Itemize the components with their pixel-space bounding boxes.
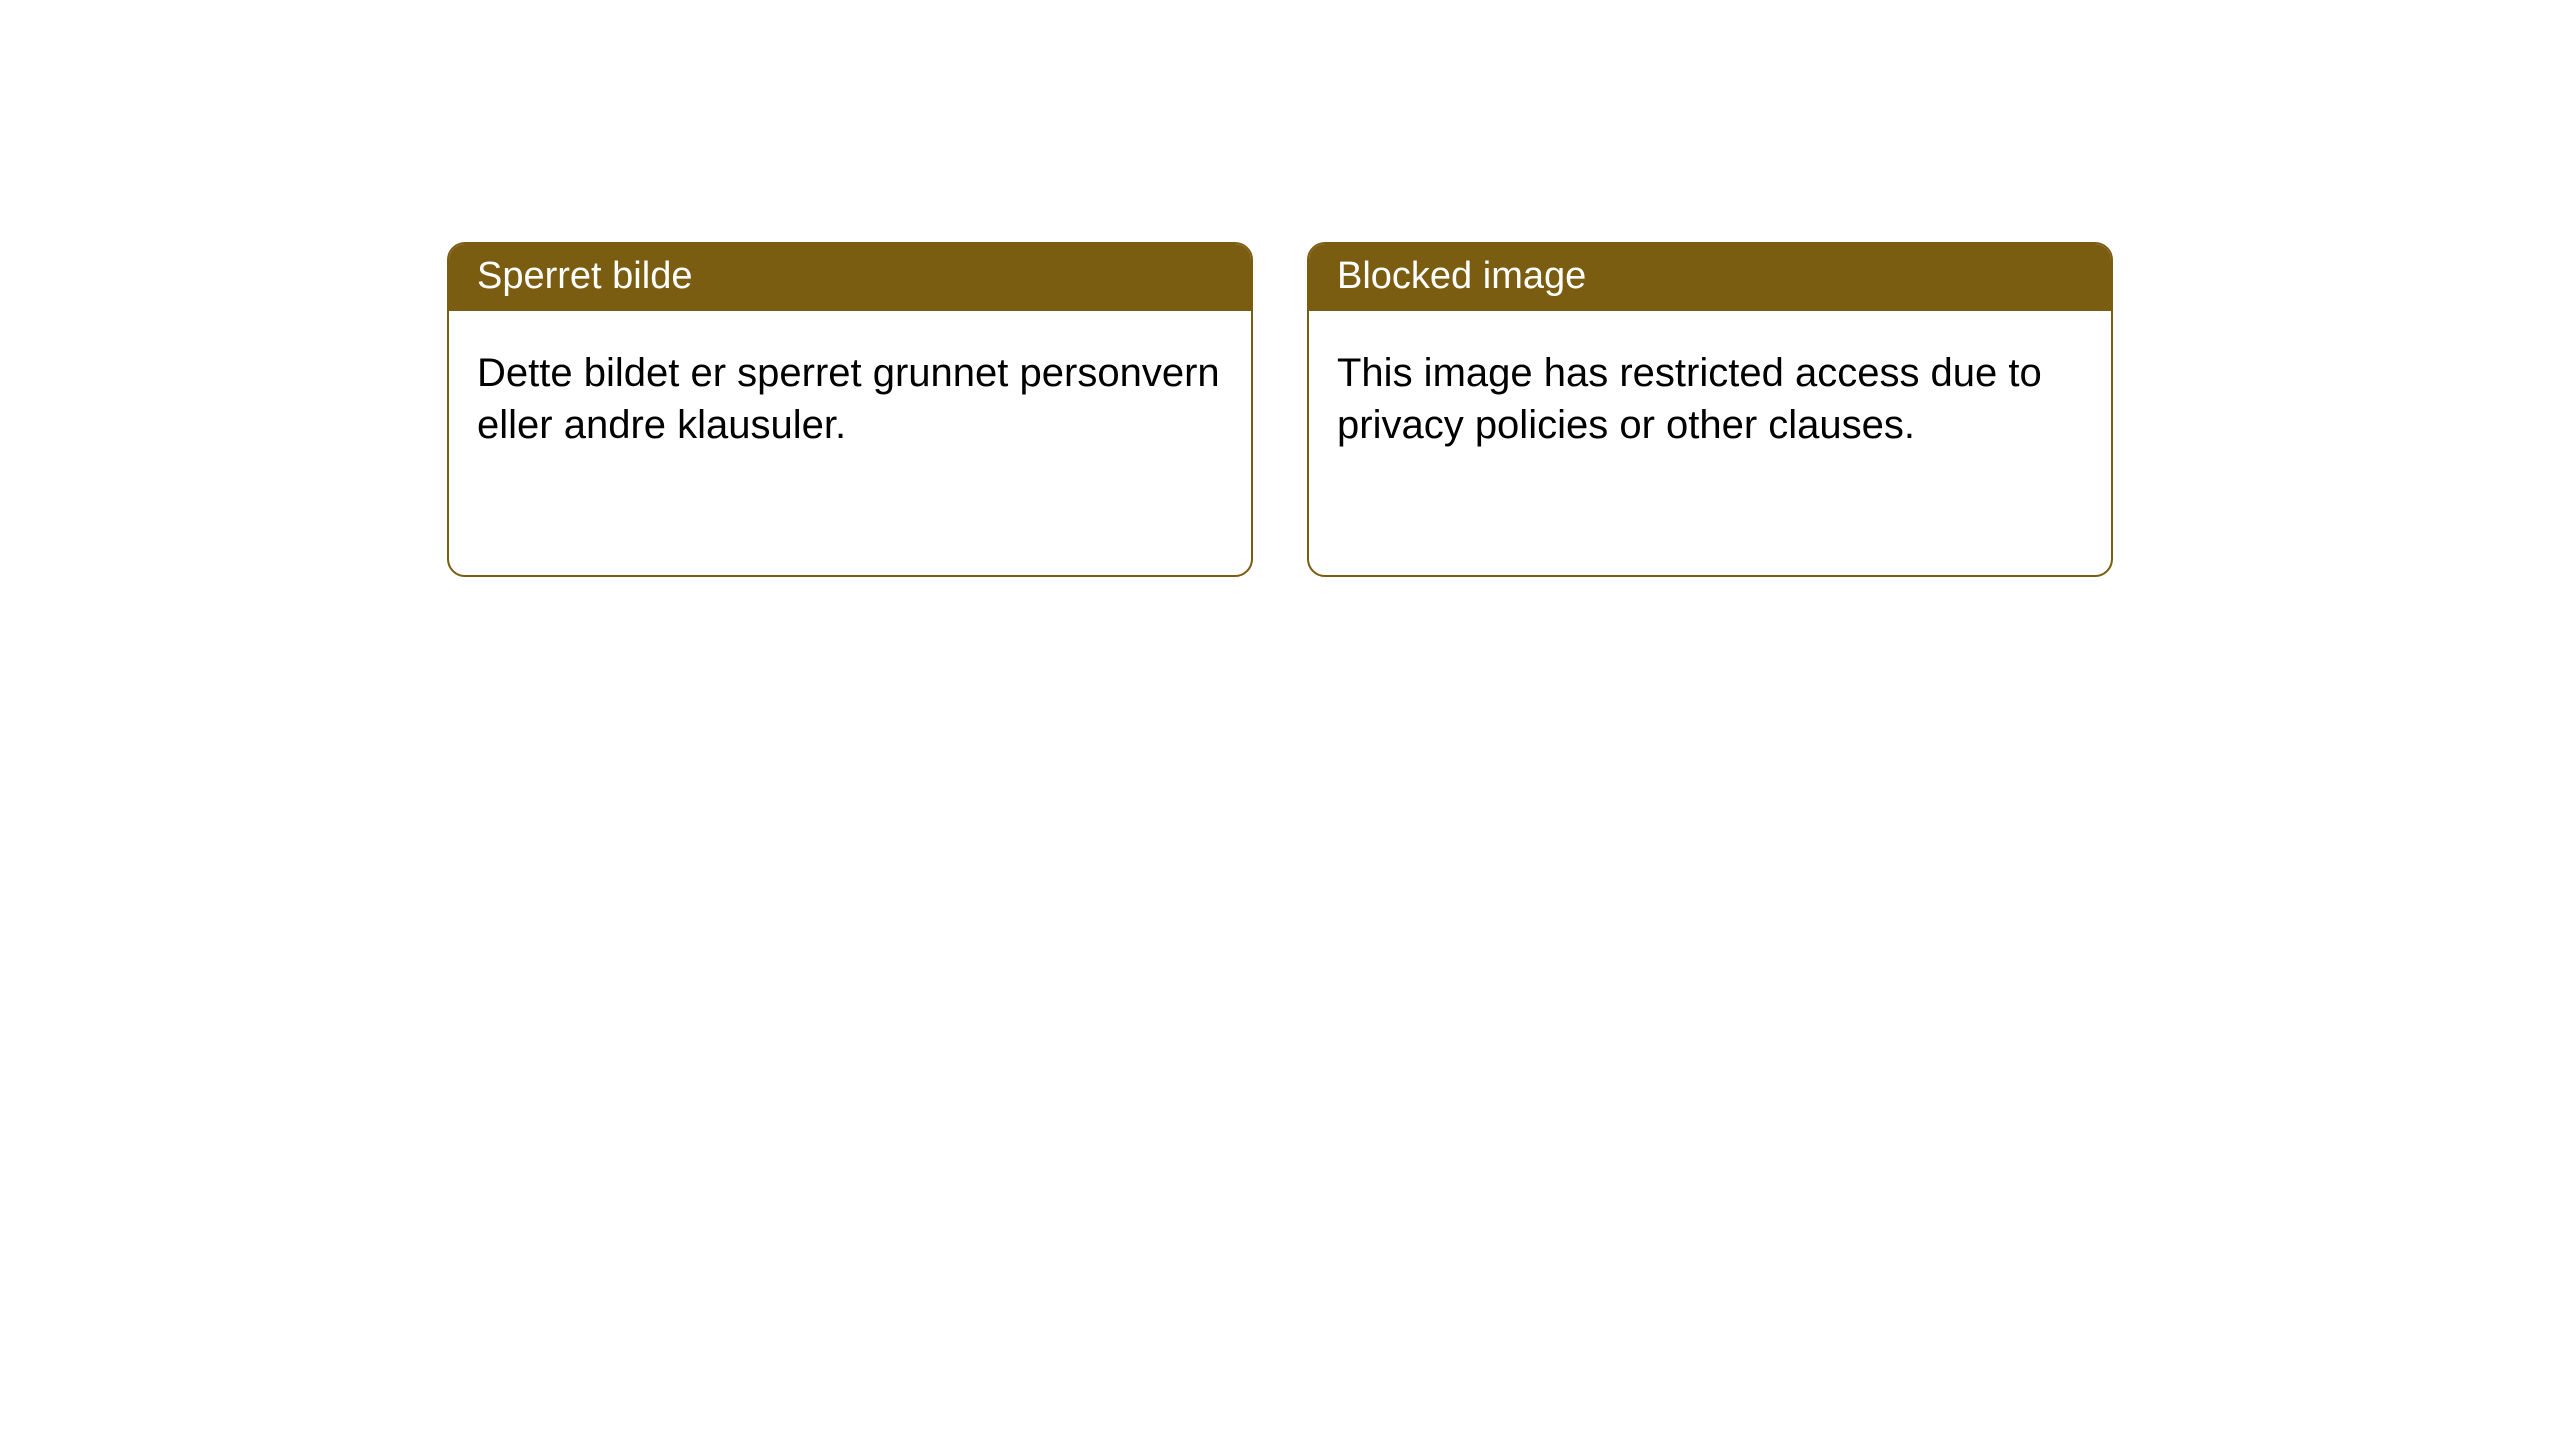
notice-card-english: Blocked image This image has restricted … — [1307, 242, 2113, 577]
notice-card-norwegian: Sperret bilde Dette bildet er sperret gr… — [447, 242, 1253, 577]
notice-body-english: This image has restricted access due to … — [1309, 311, 2111, 487]
notice-container: Sperret bilde Dette bildet er sperret gr… — [0, 0, 2560, 577]
notice-header-norwegian: Sperret bilde — [449, 244, 1251, 311]
notice-body-norwegian: Dette bildet er sperret grunnet personve… — [449, 311, 1251, 487]
notice-header-english: Blocked image — [1309, 244, 2111, 311]
